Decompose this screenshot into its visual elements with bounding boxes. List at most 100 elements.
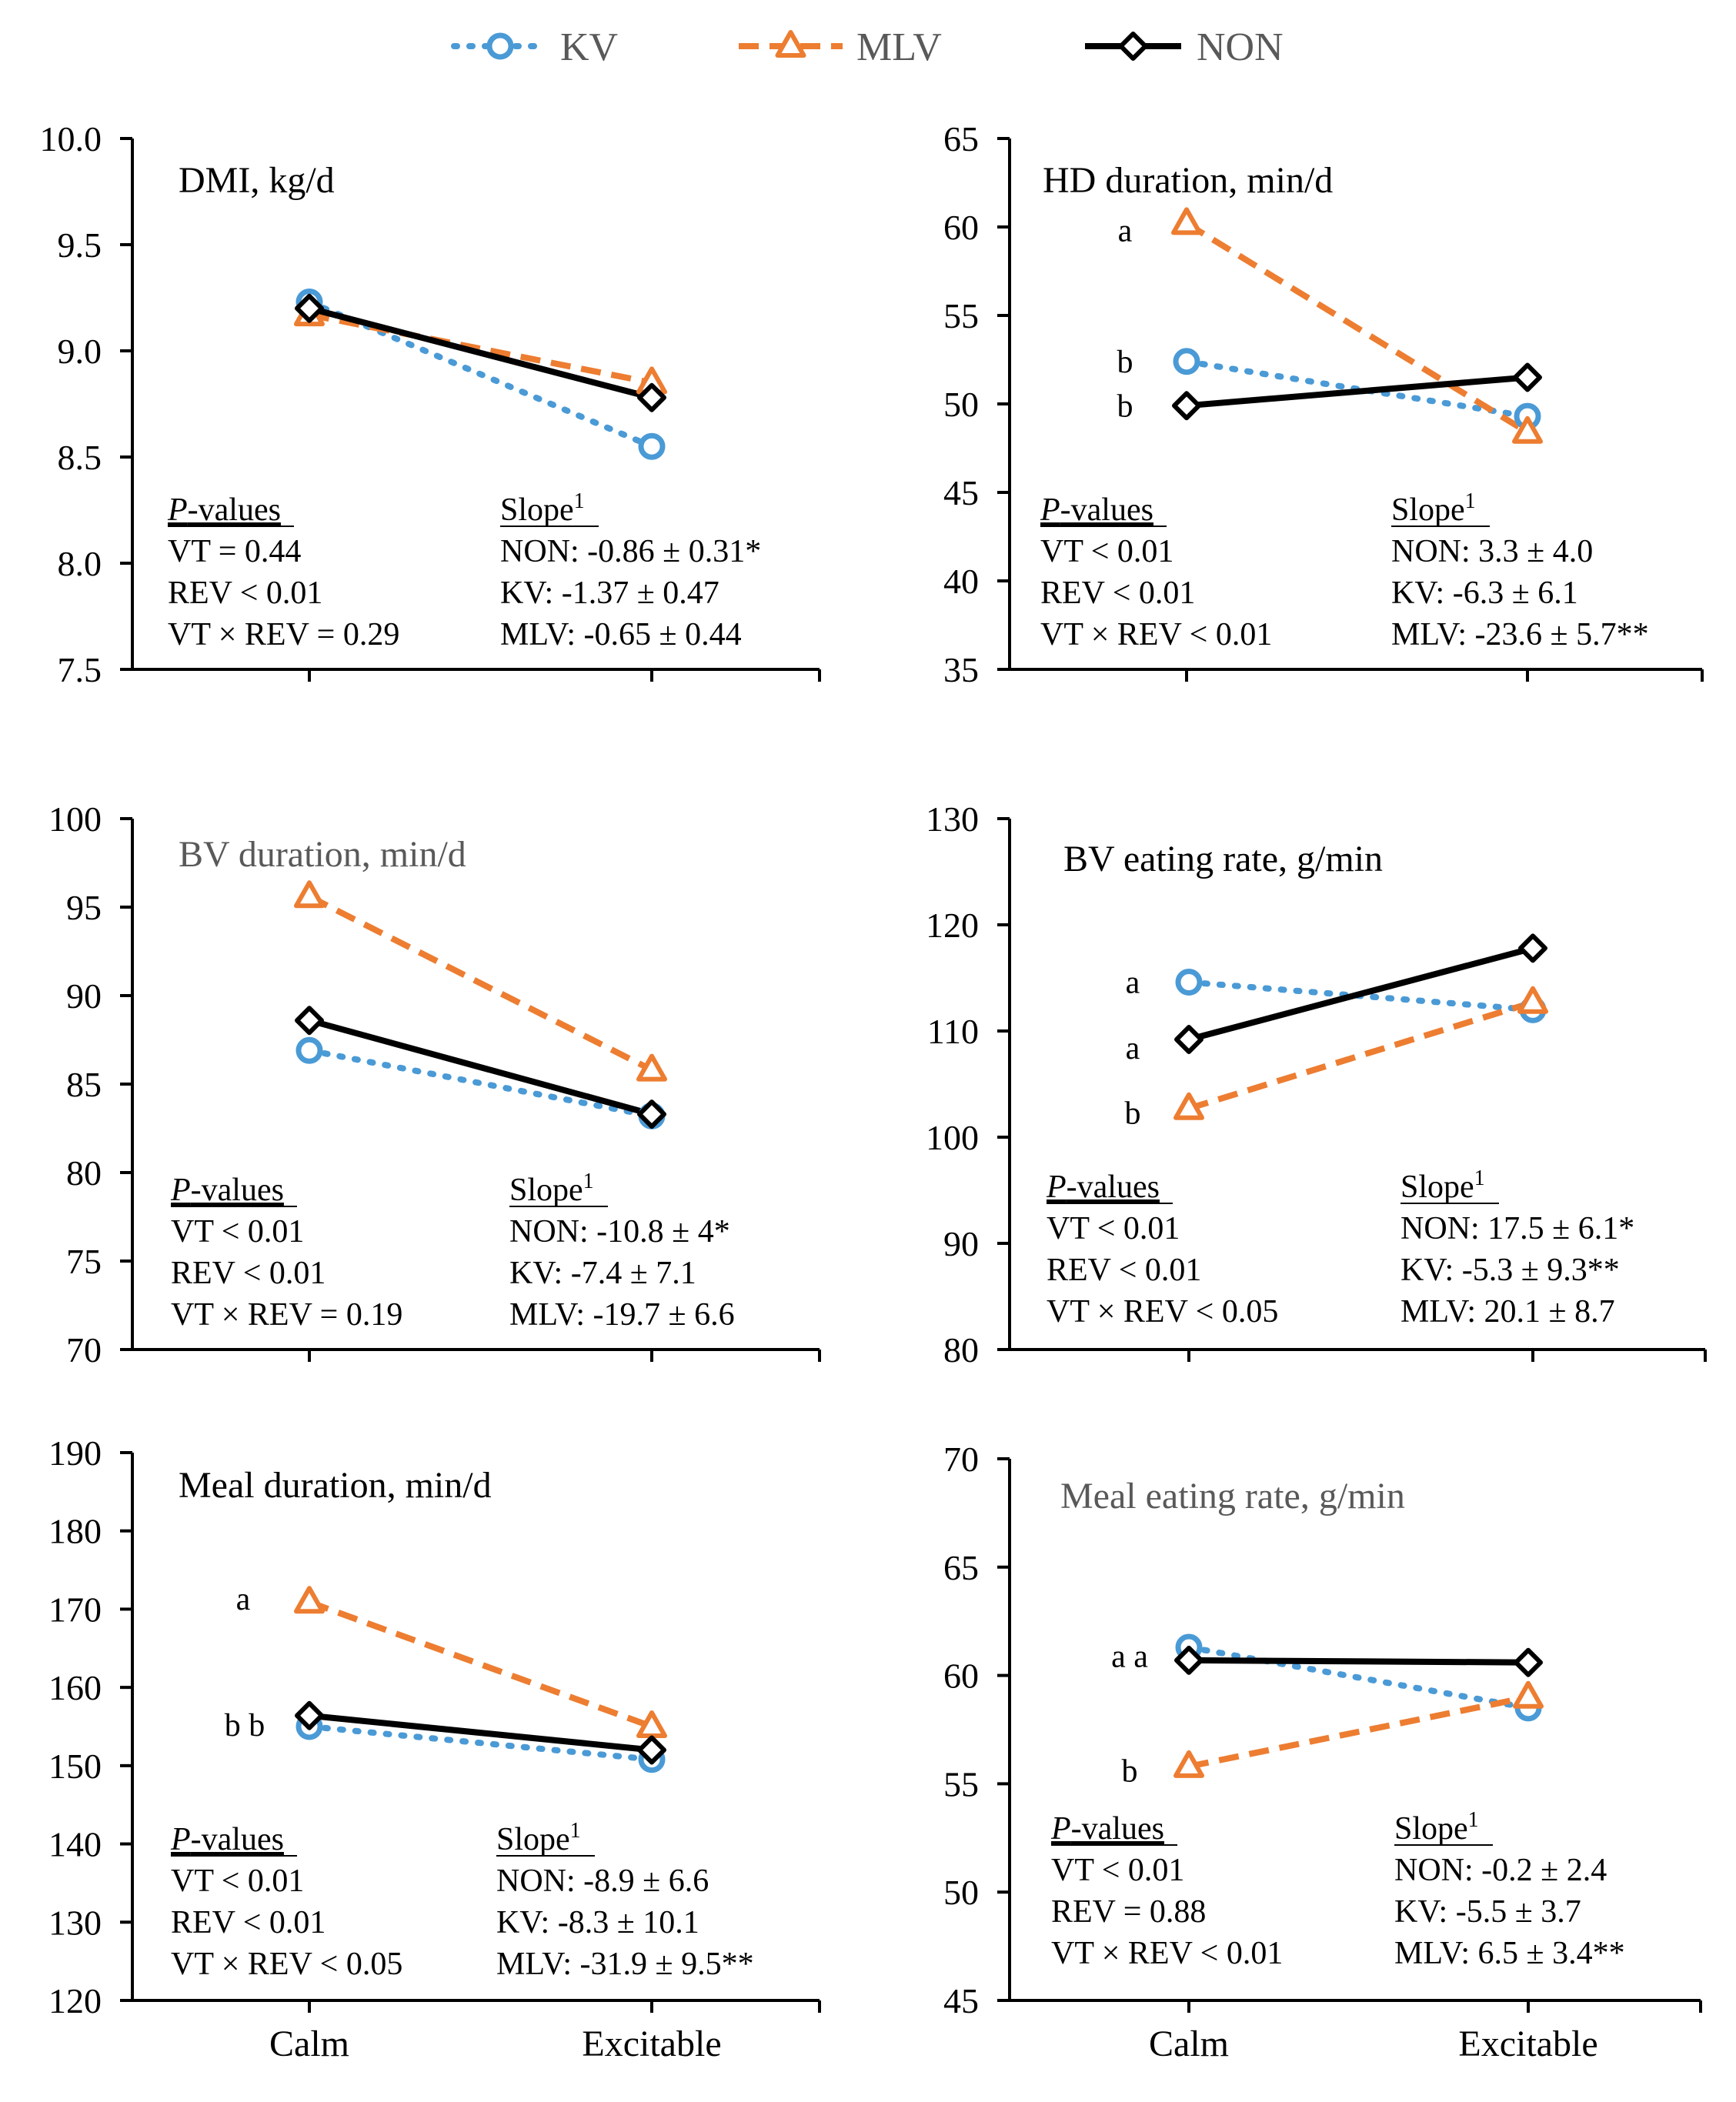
p-values-header-italic: P (170, 1822, 191, 1857)
y-tick-label-meal-duration: 190 (48, 1433, 102, 1473)
panel-title-meal-eating-rate: Meal eating rate, g/min (1060, 1476, 1405, 1516)
slope-header-bv-duration: Slope1 (509, 1169, 594, 1208)
data-point-kv-excitable (638, 432, 666, 460)
y-tick-label-meal-duration: 120 (48, 1981, 102, 2020)
y-tick-label-dmi: 9.5 (58, 225, 102, 265)
slope-line-hd-duration: MLV: -23.6 ± 5.7** (1391, 617, 1649, 652)
series-line-non (1188, 1657, 1529, 1666)
y-tick-label-dmi: 7.5 (58, 650, 102, 689)
p-values-header-italic: P (167, 492, 188, 528)
slope-header-meal-eating-rate: Slope1 (1394, 1808, 1479, 1847)
y-tick-label-bv-duration: 70 (66, 1330, 102, 1370)
y-tick-label-bv-duration: 75 (66, 1242, 102, 1281)
data-point-non-calm (295, 1700, 324, 1730)
y-tick-label-dmi: 9.0 (58, 332, 102, 371)
slope-line-meal-duration: MLV: -31.9 ± 9.5** (496, 1947, 754, 1982)
slope-line-bv-eating-rate: KV: -5.3 ± 9.3** (1400, 1253, 1620, 1288)
p-values-header-bv-eating-rate: P-values (1046, 1169, 1160, 1205)
y-tick-label-dmi: 8.0 (58, 544, 102, 583)
legend: KV MLV NON (451, 25, 1284, 69)
slope-header-superscript: 1 (570, 1819, 581, 1843)
y-tick-label-meal-eating-rate: 70 (943, 1440, 979, 1479)
significance-letter-bv-eating-rate: a (1126, 1031, 1140, 1066)
y-tick-label-meal-eating-rate: 45 (943, 1981, 979, 2020)
significance-letter-meal-duration: a (236, 1582, 251, 1617)
slope-line-meal-eating-rate: MLV: 6.5 ± 3.4** (1394, 1936, 1625, 1971)
slope-line-hd-duration: NON: 3.3 ± 4.0 (1391, 534, 1593, 569)
legend-marker-non (1118, 32, 1148, 61)
series-line-non (308, 1017, 653, 1117)
series-line-mlv (308, 893, 653, 1073)
series-line-mlv (1188, 1693, 1529, 1770)
p-values-header-italic: P (1050, 1811, 1071, 1847)
data-point-non-calm (295, 293, 324, 323)
data-point-mlv-excitable (1512, 415, 1543, 444)
legend-marker-mlv (775, 30, 806, 58)
slope-line-bv-duration: NON: -10.8 ± 4* (509, 1214, 730, 1250)
slope-header-text: Slope (500, 492, 574, 528)
slope-header-superscript: 1 (574, 489, 585, 513)
data-point-kv-calm (1175, 969, 1203, 996)
slope-header-text: Slope (496, 1822, 570, 1857)
series-line-kv (1186, 1643, 1531, 1711)
y-tick-label-bv-duration: 85 (66, 1065, 102, 1104)
data-point-kv-calm (1173, 348, 1200, 375)
slope-line-meal-eating-rate: KV: -5.5 ± 3.7 (1394, 1894, 1581, 1930)
y-tick-label-meal-eating-rate: 55 (943, 1764, 979, 1803)
slope-line-meal-eating-rate: NON: -0.2 ± 2.4 (1394, 1853, 1607, 1888)
y-tick-label-bv-duration: 100 (48, 799, 102, 839)
data-point-non-excitable (637, 1099, 666, 1129)
p-value-line-bv-duration: VT < 0.01 (171, 1214, 304, 1250)
y-tick-label-bv-duration: 95 (66, 888, 102, 927)
series-line-non (1186, 374, 1528, 409)
p-value-line-bv-eating-rate: VT × REV < 0.05 (1047, 1294, 1278, 1330)
p-value-line-meal-eating-rate: VT × REV < 0.01 (1051, 1936, 1283, 1971)
slope-header-superscript: 1 (1465, 489, 1476, 513)
significance-letter-bv-eating-rate: b (1125, 1096, 1141, 1131)
slope-header-text: Slope (1391, 492, 1465, 528)
slope-header-text: Slope (509, 1173, 583, 1208)
y-tick-label-bv-duration: 80 (66, 1153, 102, 1193)
y-tick-label-meal-duration: 160 (48, 1668, 102, 1707)
legend-item-mlv: MLV (739, 25, 942, 69)
panel-meal-eating-rate: 45 50 55 60 65 70 Calm Excitable Meal eating rat… (943, 1440, 1702, 2064)
x-category-label-calm: Calm (1149, 2024, 1229, 2064)
p-values-header-rest: -values (191, 1173, 284, 1208)
p-value-line-dmi: VT × REV = 0.29 (168, 617, 399, 652)
data-point-mlv-calm (1173, 1750, 1204, 1778)
y-tick-label-hd-duration: 55 (943, 296, 979, 335)
y-tick-label-meal-eating-rate: 65 (943, 1548, 979, 1587)
p-values-header-dmi: P-values (167, 492, 281, 528)
significance-letter-hd-duration: b (1117, 345, 1133, 380)
slope-header-text: Slope (1394, 1811, 1468, 1847)
p-value-line-hd-duration: VT × REV < 0.01 (1040, 617, 1272, 652)
y-tick-label-bv-duration: 90 (66, 976, 102, 1016)
p-values-header-meal-eating-rate: P-values (1050, 1811, 1164, 1847)
panel-dmi: 7.5 8.0 8.5 9.0 9.5 10.0 DMI, kg/d P-values VT =… (40, 119, 821, 689)
data-point-mlv-excitable (1517, 986, 1548, 1014)
data-point-mlv-calm (1173, 1092, 1204, 1120)
panel-title-meal-duration: Meal duration, min/d (179, 1465, 492, 1506)
panel-title-bv-duration: BV duration, min/d (179, 834, 466, 875)
y-tick-label-bv-eating-rate: 130 (926, 799, 979, 839)
slope-header-superscript: 1 (583, 1169, 594, 1193)
y-tick-label-meal-duration: 180 (48, 1512, 102, 1551)
p-value-line-hd-duration: VT < 0.01 (1040, 534, 1173, 569)
data-point-non-excitable (1518, 933, 1547, 963)
legend-label-mlv: MLV (856, 25, 942, 69)
p-values-header-italic: P (1040, 492, 1060, 528)
x-category-label-excitable: Excitable (582, 2024, 721, 2064)
y-tick-label-meal-duration: 150 (48, 1747, 102, 1786)
data-point-non-calm (1174, 1025, 1204, 1055)
y-tick-label-meal-eating-rate: 60 (943, 1657, 979, 1696)
slope-line-meal-duration: NON: -8.9 ± 6.6 (496, 1863, 709, 1899)
panel-title-dmi: DMI, kg/d (179, 160, 335, 201)
series-line-kv (306, 1723, 655, 1763)
p-value-line-bv-eating-rate: REV < 0.01 (1047, 1253, 1201, 1288)
p-value-line-dmi: VT = 0.44 (168, 534, 301, 569)
p-values-header-rest: -values (191, 1822, 284, 1857)
y-tick-label-hd-duration: 50 (943, 385, 979, 424)
